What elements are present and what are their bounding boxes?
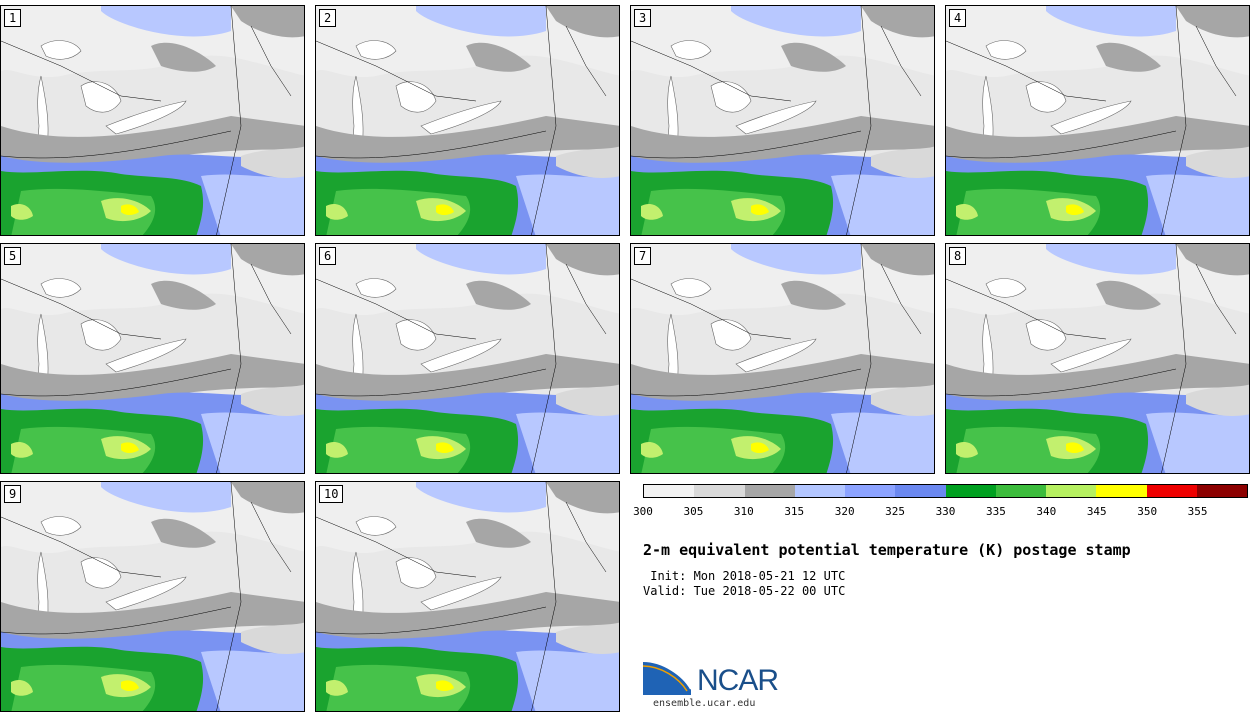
ensemble-member-panel: 10: [315, 481, 620, 712]
member-number-label: 9: [4, 485, 22, 503]
colorbar-swatch: [845, 485, 896, 497]
colorbar-tick-label: 340: [1036, 505, 1057, 518]
member-number-label: 1: [4, 9, 22, 27]
ensemble-member-panel: 1: [0, 5, 305, 236]
colorbar-tick-label: 330: [935, 505, 956, 518]
member-number-label: 2: [319, 9, 337, 27]
member-number-label: 10: [319, 485, 344, 503]
map-field: [1, 244, 304, 473]
colorbar-tick-label: 310: [733, 505, 754, 518]
member-number-label: 6: [319, 247, 337, 265]
ensemble-member-panel: 4: [945, 5, 1250, 236]
ensemble-member-panel: 5: [0, 243, 305, 474]
map-field: [1, 482, 304, 711]
colorbar-tick-label: 315: [784, 505, 805, 518]
ensemble-member-panel: 8: [945, 243, 1250, 474]
colorbar-tick-label: 305: [683, 505, 704, 518]
colorbar-swatch: [694, 485, 745, 497]
member-number-label: 7: [634, 247, 652, 265]
colorbar-swatch: [1096, 485, 1147, 497]
colorbar-swatch: [1146, 485, 1197, 497]
colorbar-tick-label: 335: [985, 505, 1006, 518]
colorbar-swatch: [995, 485, 1046, 497]
colorbar-swatch: [1196, 485, 1247, 497]
map-field: [316, 244, 619, 473]
colorbar: [643, 484, 1248, 498]
member-number-label: 5: [4, 247, 22, 265]
map-field: [946, 6, 1249, 235]
colorbar-tick-label: 350: [1137, 505, 1158, 518]
colorbar-swatch: [1046, 485, 1097, 497]
colorbar-swatch: [945, 485, 996, 497]
ncar-logo-icon: [643, 660, 692, 695]
map-field: [316, 6, 619, 235]
member-number-label: 4: [949, 9, 967, 27]
colorbar-swatch: [895, 485, 946, 497]
ensemble-member-panel: 6: [315, 243, 620, 474]
chart-title: 2-m equivalent potential temperature (K)…: [643, 541, 1131, 559]
colorbar-tick-label: 320: [834, 505, 855, 518]
ensemble-member-panel: 3: [630, 5, 935, 236]
ensemble-member-panel: 9: [0, 481, 305, 712]
colorbar-swatch: [644, 485, 695, 497]
site-url: ensemble.ucar.edu: [653, 698, 756, 709]
init-time: Init: Mon 2018-05-21 12 UTC: [643, 569, 846, 583]
colorbar-tick-label: 355: [1187, 505, 1208, 518]
colorbar-swatch: [744, 485, 795, 497]
ensemble-member-panel: 2: [315, 5, 620, 236]
member-number-label: 8: [949, 247, 967, 265]
member-number-label: 3: [634, 9, 652, 27]
logo-name: NCAR: [697, 664, 779, 697]
map-field: [1, 6, 304, 235]
colorbar-swatch: [794, 485, 845, 497]
map-field: [946, 244, 1249, 473]
map-field: [631, 6, 934, 235]
ensemble-member-panel: 7: [630, 243, 935, 474]
colorbar-tick-label: 300: [633, 505, 653, 518]
colorbar-tick-label: 325: [885, 505, 906, 518]
valid-time: Valid: Tue 2018-05-22 00 UTC: [643, 584, 846, 598]
map-field: [631, 244, 934, 473]
map-field: [316, 482, 619, 711]
colorbar-tick-label: 345: [1086, 505, 1107, 518]
